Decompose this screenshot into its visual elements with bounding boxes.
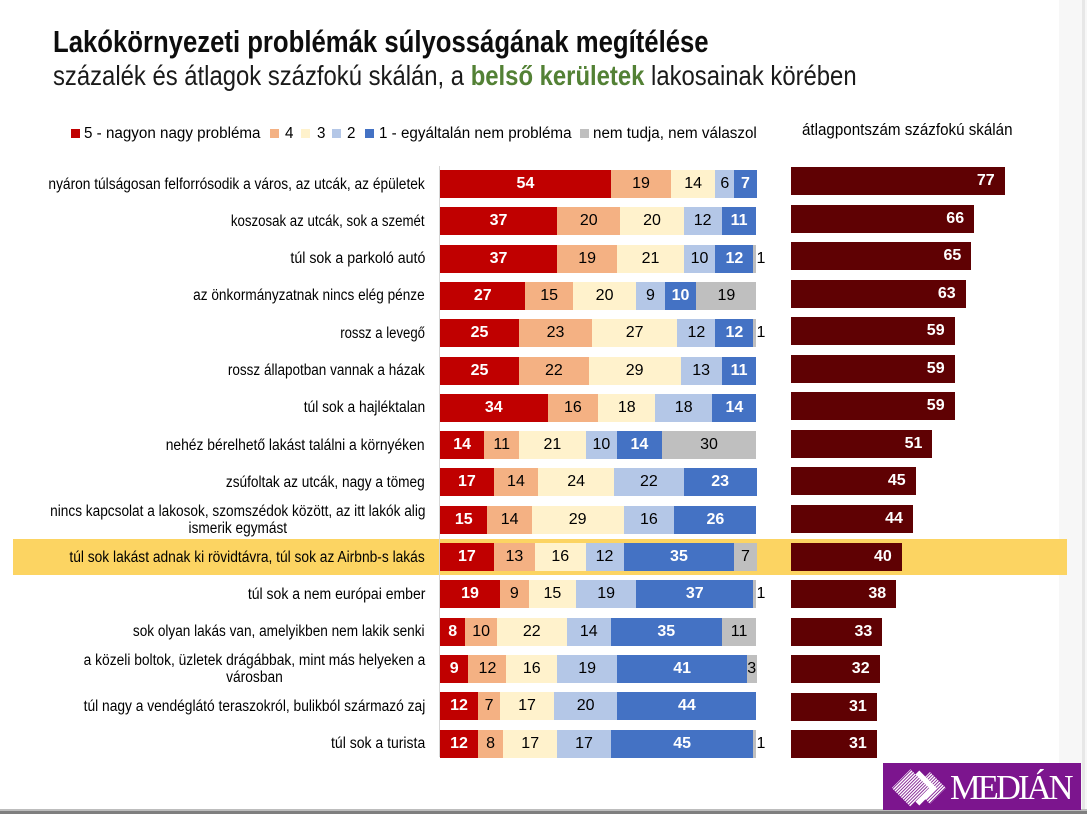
svg-text:MEDIÁN: MEDIÁN (950, 769, 1074, 807)
